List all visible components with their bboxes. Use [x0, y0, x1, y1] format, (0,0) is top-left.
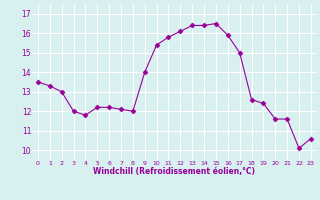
X-axis label: Windchill (Refroidissement éolien,°C): Windchill (Refroidissement éolien,°C) — [93, 167, 255, 176]
